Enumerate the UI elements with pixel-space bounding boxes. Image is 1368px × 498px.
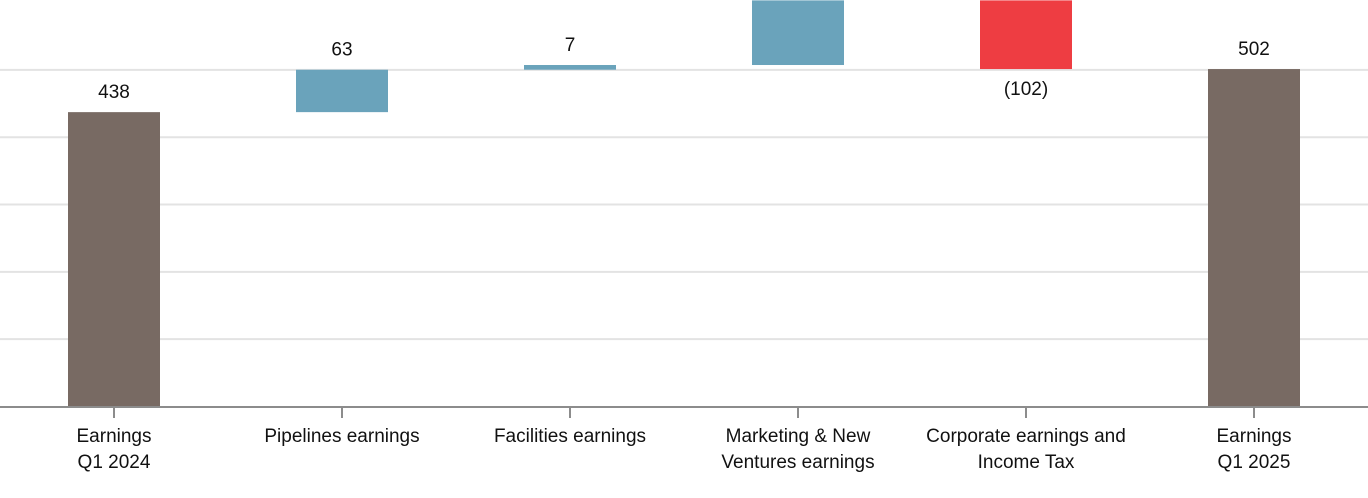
x-tick-label-1-0: Pipelines earnings xyxy=(264,426,419,447)
grid-layer xyxy=(0,68,1368,341)
data-label-0: 438 xyxy=(98,82,130,103)
x-tick-label-4-0: Corporate earnings and xyxy=(926,426,1126,447)
data-label-4: (102) xyxy=(1004,79,1048,100)
bar-3 xyxy=(752,0,844,66)
x-axis: Earnings Q1 2024 Pipelines earnings Facilit… xyxy=(0,406,1368,473)
bar-5 xyxy=(1208,69,1300,408)
x-tick-label-2-0: Facilities earnings xyxy=(494,426,646,447)
x-tick-label-3-1: Ventures earnings xyxy=(721,452,874,473)
bar-0 xyxy=(68,112,160,407)
x-tick-label-0-1: Q1 2024 xyxy=(78,452,151,473)
x-tick-label-4-1: Income Tax xyxy=(978,452,1075,473)
data-label-layer: 43863796(102)502 xyxy=(98,35,1270,103)
x-tick-label-5-0: Earnings xyxy=(1217,426,1292,447)
bar-layer xyxy=(68,0,1300,408)
x-tick-label-0-0: Earnings xyxy=(77,426,152,447)
bar-2 xyxy=(524,65,616,70)
x-tick-label-5-1: Q1 2025 xyxy=(1218,452,1291,473)
x-tick-label-3-0: Marketing & New xyxy=(726,426,871,447)
data-label-2: 7 xyxy=(565,35,576,56)
data-label-1: 63 xyxy=(331,40,352,61)
bar-4 xyxy=(980,0,1072,70)
bar-1 xyxy=(296,69,388,113)
data-label-5: 502 xyxy=(1238,39,1270,60)
